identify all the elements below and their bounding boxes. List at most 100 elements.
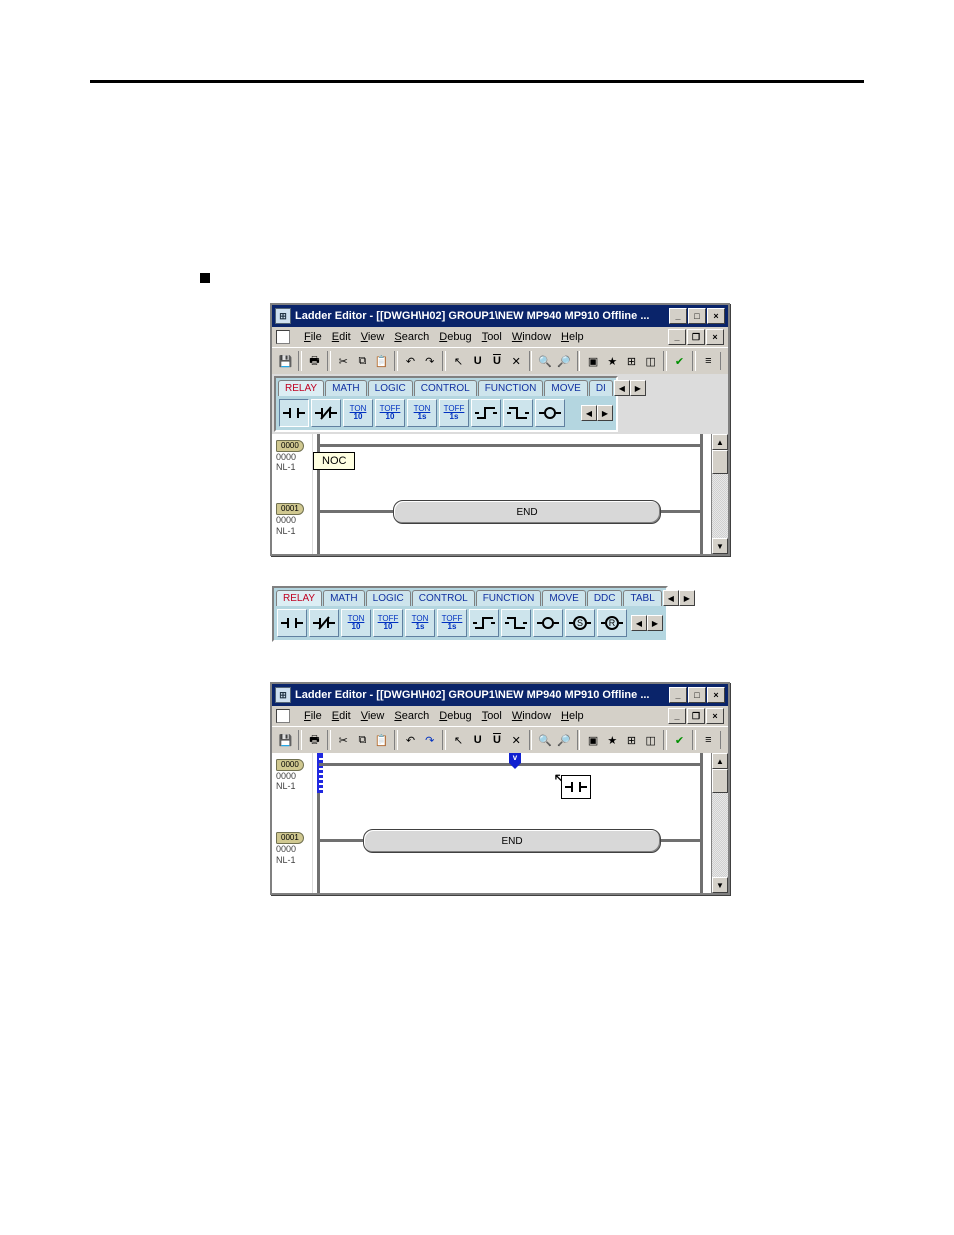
palette-toff10-button[interactable]: TOFF10 <box>375 399 405 427</box>
tool-x[interactable]: ✕ <box>507 350 526 372</box>
palette-scroll-left[interactable]: ◀ <box>581 405 597 421</box>
zoom-button[interactable]: 🔎 <box>555 350 574 372</box>
mdi-close[interactable]: × <box>706 329 724 345</box>
close-button-2[interactable]: × <box>707 687 725 703</box>
tab2-function[interactable]: FUNCTION <box>476 590 542 606</box>
save-button[interactable]: 💾 <box>276 350 295 372</box>
maximize-button-2[interactable]: □ <box>688 687 706 703</box>
paste-button[interactable]: 📋 <box>372 350 391 372</box>
menu2-file[interactable]: File <box>304 710 322 722</box>
check-button[interactable]: ✔ <box>670 350 689 372</box>
mdi2-minimize[interactable]: _ <box>668 708 686 724</box>
btn-star[interactable]: ★ <box>603 350 622 372</box>
menu-file[interactable]: File <box>304 331 322 343</box>
menu2-window[interactable]: Window <box>512 710 551 722</box>
palette-toff1s-button[interactable]: TOFF1s <box>437 609 467 637</box>
menu-debug[interactable]: Debug <box>439 331 471 343</box>
tab-function[interactable]: FUNCTION <box>478 380 544 396</box>
tab-control[interactable]: CONTROL <box>414 380 477 396</box>
palette-fall-button[interactable] <box>501 609 531 637</box>
more-button[interactable]: ≡ <box>699 350 718 372</box>
scroll-down[interactable]: ▼ <box>712 538 728 554</box>
menu2-search[interactable]: Search <box>394 710 429 722</box>
tab2-control[interactable]: CONTROL <box>412 590 475 606</box>
redo-button-2[interactable]: ↷ <box>420 729 439 751</box>
copy-button[interactable]: ⧉ <box>353 350 372 372</box>
palette-toff1s-button[interactable]: TOFF1s <box>439 399 469 427</box>
save-button-2[interactable]: 💾 <box>276 729 295 751</box>
undo-button[interactable]: ↶ <box>401 350 420 372</box>
menu2-edit[interactable]: Edit <box>332 710 351 722</box>
palette-noc-button[interactable] <box>277 609 307 637</box>
print-button-2[interactable]: 🖶 <box>305 729 324 751</box>
tab-relay[interactable]: RELAY <box>278 380 324 396</box>
palette-ncc-button[interactable] <box>309 609 339 637</box>
btn2-grid[interactable]: ⊞ <box>622 729 641 751</box>
tool-overline-u[interactable]: U <box>487 350 506 372</box>
tab-math[interactable]: MATH <box>325 380 367 396</box>
tool2-x[interactable]: ✕ <box>507 729 526 751</box>
tab-di[interactable]: DI <box>589 380 613 396</box>
print-button[interactable]: 🖶 <box>305 350 324 372</box>
scroll-up[interactable]: ▲ <box>712 434 728 450</box>
tab-logic[interactable]: LOGIC <box>368 380 413 396</box>
menu2-view[interactable]: View <box>361 710 385 722</box>
maximize-button[interactable]: □ <box>688 308 706 324</box>
tab2-relay[interactable]: RELAY <box>276 590 322 606</box>
pointer-button[interactable]: ↖ <box>449 350 468 372</box>
scroll-up-2[interactable]: ▲ <box>712 753 728 769</box>
palette-scroll-right[interactable]: ▶ <box>597 405 613 421</box>
palette-ton1s-button[interactable]: TON1s <box>407 399 437 427</box>
mdi2-close[interactable]: × <box>706 708 724 724</box>
palette-ncc-button[interactable] <box>311 399 341 427</box>
tabs2-scroll-left[interactable]: ◀ <box>663 590 679 606</box>
mdi-minimize[interactable]: _ <box>668 329 686 345</box>
vertical-scrollbar[interactable]: ▲ ▼ <box>711 434 728 554</box>
menu2-tool[interactable]: Tool <box>482 710 502 722</box>
tab2-move[interactable]: MOVE <box>542 590 585 606</box>
checkbox-2[interactable] <box>276 709 290 723</box>
copy-button-2[interactable]: ⧉ <box>353 729 372 751</box>
tab2-tabl[interactable]: TABL <box>623 590 661 606</box>
tabs-scroll-left[interactable]: ◀ <box>614 380 630 396</box>
palette-reset-button[interactable]: R <box>597 609 627 637</box>
btn2-box1[interactable]: ▣ <box>583 729 602 751</box>
btn-box1[interactable]: ▣ <box>583 350 602 372</box>
tool2-u[interactable]: U <box>468 729 487 751</box>
paste-button-2[interactable]: 📋 <box>372 729 391 751</box>
minimize-button-2[interactable]: _ <box>669 687 687 703</box>
checkbox[interactable] <box>276 330 290 344</box>
minimize-button[interactable]: _ <box>669 308 687 324</box>
palette-ton1s-button[interactable]: TON1s <box>405 609 435 637</box>
tab2-logic[interactable]: LOGIC <box>366 590 411 606</box>
palette-scroll-right[interactable]: ▶ <box>647 615 663 631</box>
palette-toff10-button[interactable]: TOFF10 <box>373 609 403 637</box>
tool2-overline-u[interactable]: U <box>487 729 506 751</box>
check-button-2[interactable]: ✔ <box>670 729 689 751</box>
cut-button[interactable]: ✂ <box>334 350 353 372</box>
palette-coil-button[interactable] <box>533 609 563 637</box>
mdi-restore[interactable]: ❐ <box>687 329 705 345</box>
redo-button[interactable]: ↷ <box>420 350 439 372</box>
menu2-debug[interactable]: Debug <box>439 710 471 722</box>
palette-fall-button[interactable] <box>503 399 533 427</box>
menu2-help[interactable]: Help <box>561 710 584 722</box>
mdi2-restore[interactable]: ❐ <box>687 708 705 724</box>
vertical-scrollbar-2[interactable]: ▲ ▼ <box>711 753 728 893</box>
undo-button-2[interactable]: ↶ <box>401 729 420 751</box>
rung-canvas[interactable]: END NOC <box>313 434 711 554</box>
btn2-star[interactable]: ★ <box>603 729 622 751</box>
btn-grid[interactable]: ⊞ <box>622 350 641 372</box>
find-button-2[interactable]: 🔍 <box>535 729 554 751</box>
menu-help[interactable]: Help <box>561 331 584 343</box>
pointer-button-2[interactable]: ↖ <box>449 729 468 751</box>
tab2-math[interactable]: MATH <box>323 590 365 606</box>
palette-ton10-button[interactable]: TON10 <box>341 609 371 637</box>
close-button[interactable]: × <box>707 308 725 324</box>
palette-rise-button[interactable] <box>471 399 501 427</box>
menu-edit[interactable]: Edit <box>332 331 351 343</box>
palette-set-button[interactable]: S <box>565 609 595 637</box>
zoom-button-2[interactable]: 🔎 <box>555 729 574 751</box>
btn2-panel[interactable]: ◫ <box>641 729 660 751</box>
palette-noc-button[interactable] <box>279 399 309 427</box>
